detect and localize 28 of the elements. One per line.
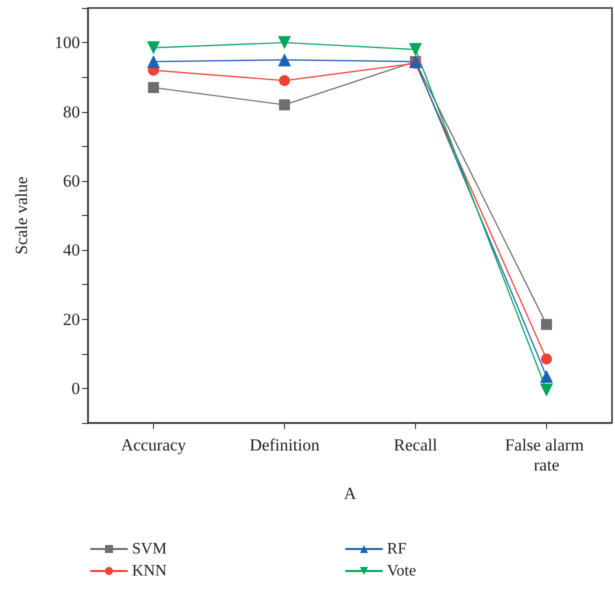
point [541,354,552,365]
point [278,36,291,50]
legend-label: SVM [132,540,167,558]
point [148,82,159,94]
x-axis-title: A [344,484,357,503]
x-tick-label: False alarm rate [504,436,588,474]
x-tick-label: Recall [394,436,438,454]
point [279,99,290,110]
y-tick-label: 60 [63,171,80,190]
y-tick-label: 40 [63,240,80,260]
point [540,370,553,383]
point [409,43,422,56]
x-tick-label: Accuracy [120,436,187,454]
legend-label: KNN [132,562,168,580]
point [147,55,160,68]
point [147,41,160,54]
y-tick-label: 20 [63,310,80,329]
point [278,53,291,66]
point [279,75,290,86]
y-axis-title: Scale value [12,176,31,254]
point [540,384,553,397]
y-tick-label: 100 [54,33,80,52]
point [541,318,552,330]
legend-label: RF [387,540,407,558]
y-tick-label: 80 [63,102,80,122]
y-tick-label: 0 [72,378,80,398]
x-tick-label: Definition [250,436,320,454]
legend-label: Vote [387,562,416,580]
